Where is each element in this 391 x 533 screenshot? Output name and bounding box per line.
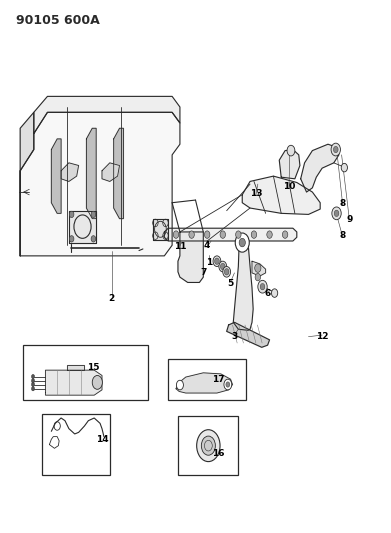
Polygon shape xyxy=(301,144,339,192)
Circle shape xyxy=(226,382,230,387)
Circle shape xyxy=(239,238,246,247)
Text: 5: 5 xyxy=(228,279,234,288)
Polygon shape xyxy=(67,365,84,370)
Circle shape xyxy=(331,143,341,156)
Polygon shape xyxy=(51,139,61,213)
Polygon shape xyxy=(61,163,79,181)
Polygon shape xyxy=(242,176,320,214)
Circle shape xyxy=(267,231,272,238)
Bar xyxy=(178,416,239,475)
Circle shape xyxy=(201,436,215,455)
Circle shape xyxy=(287,146,295,156)
Polygon shape xyxy=(279,150,300,179)
Bar xyxy=(41,414,110,475)
Circle shape xyxy=(235,233,249,252)
Polygon shape xyxy=(45,370,102,395)
Text: 17: 17 xyxy=(212,375,224,384)
Circle shape xyxy=(224,269,229,275)
Circle shape xyxy=(334,210,339,216)
Circle shape xyxy=(255,264,261,272)
Bar xyxy=(168,359,246,400)
Polygon shape xyxy=(114,128,124,219)
Text: 90105 600A: 90105 600A xyxy=(16,14,100,27)
Circle shape xyxy=(189,231,194,238)
Circle shape xyxy=(221,263,225,270)
Text: 13: 13 xyxy=(249,189,262,198)
Polygon shape xyxy=(176,373,233,393)
Circle shape xyxy=(282,231,288,238)
Polygon shape xyxy=(164,228,297,241)
Circle shape xyxy=(69,236,74,242)
Circle shape xyxy=(341,164,348,172)
Circle shape xyxy=(69,211,74,217)
Circle shape xyxy=(31,386,34,391)
Circle shape xyxy=(255,273,260,281)
Text: 1: 1 xyxy=(206,258,212,266)
Circle shape xyxy=(92,375,102,389)
Text: 11: 11 xyxy=(174,242,186,251)
Circle shape xyxy=(31,382,34,386)
Circle shape xyxy=(31,378,34,383)
Text: 8: 8 xyxy=(340,199,346,208)
Circle shape xyxy=(91,211,96,217)
Circle shape xyxy=(236,231,241,238)
Polygon shape xyxy=(152,219,168,240)
Bar xyxy=(23,345,148,400)
Text: 14: 14 xyxy=(96,435,108,444)
Polygon shape xyxy=(20,112,180,256)
Circle shape xyxy=(176,380,183,390)
Circle shape xyxy=(258,280,267,293)
Polygon shape xyxy=(252,261,265,276)
Polygon shape xyxy=(227,322,269,348)
Circle shape xyxy=(271,289,278,297)
Circle shape xyxy=(197,430,220,462)
Text: 9: 9 xyxy=(346,215,353,224)
Circle shape xyxy=(224,379,232,390)
Polygon shape xyxy=(102,163,120,181)
Text: 4: 4 xyxy=(204,241,210,250)
Text: 6: 6 xyxy=(264,288,271,297)
Text: 15: 15 xyxy=(87,363,100,372)
Circle shape xyxy=(334,147,338,153)
Circle shape xyxy=(91,236,96,242)
Circle shape xyxy=(31,374,34,378)
Circle shape xyxy=(219,261,227,272)
Polygon shape xyxy=(34,96,180,134)
Polygon shape xyxy=(69,211,96,243)
Circle shape xyxy=(223,266,231,277)
Text: 16: 16 xyxy=(212,449,224,458)
Circle shape xyxy=(260,284,265,290)
Polygon shape xyxy=(86,128,96,219)
Circle shape xyxy=(204,231,210,238)
Text: 7: 7 xyxy=(200,269,206,277)
Polygon shape xyxy=(20,112,34,256)
Circle shape xyxy=(220,231,226,238)
Text: 2: 2 xyxy=(109,294,115,303)
Text: 10: 10 xyxy=(283,182,295,191)
Circle shape xyxy=(173,231,179,238)
Circle shape xyxy=(215,258,219,264)
Circle shape xyxy=(251,231,256,238)
Polygon shape xyxy=(178,232,203,282)
Text: 8: 8 xyxy=(340,231,346,240)
Polygon shape xyxy=(233,244,253,330)
Circle shape xyxy=(332,207,341,220)
Text: 12: 12 xyxy=(316,332,328,341)
Text: 3: 3 xyxy=(231,332,238,341)
Circle shape xyxy=(213,256,221,266)
